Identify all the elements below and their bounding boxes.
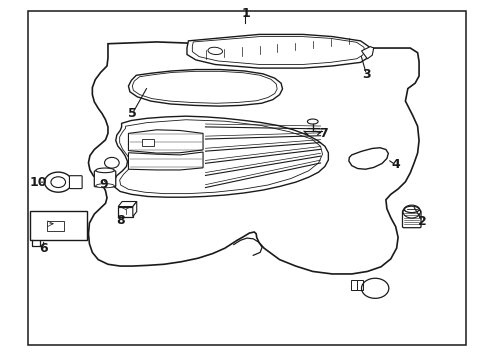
Text: 5: 5 <box>128 107 137 120</box>
Polygon shape <box>133 202 137 217</box>
Polygon shape <box>128 69 282 106</box>
Polygon shape <box>114 116 328 197</box>
Text: 4: 4 <box>390 158 399 171</box>
Ellipse shape <box>404 206 418 213</box>
Polygon shape <box>348 148 387 169</box>
Ellipse shape <box>207 47 222 55</box>
FancyBboxPatch shape <box>402 211 420 228</box>
Text: 7: 7 <box>319 127 327 140</box>
Bar <box>356 280 363 291</box>
FancyBboxPatch shape <box>69 176 82 189</box>
Bar <box>142 139 154 146</box>
Polygon shape <box>120 120 322 194</box>
Ellipse shape <box>96 168 114 173</box>
Bar <box>30 211 87 239</box>
Text: 1: 1 <box>241 7 249 20</box>
Polygon shape <box>192 37 364 64</box>
Polygon shape <box>128 130 203 153</box>
Polygon shape <box>88 42 418 274</box>
Bar <box>118 207 133 217</box>
Polygon shape <box>118 202 137 207</box>
FancyBboxPatch shape <box>94 171 116 187</box>
Bar <box>47 221 64 231</box>
Text: 8: 8 <box>116 214 125 227</box>
Text: 3: 3 <box>361 68 370 81</box>
Text: 2: 2 <box>417 215 426 228</box>
Text: 9: 9 <box>100 178 108 191</box>
Text: 6: 6 <box>39 242 48 255</box>
Polygon shape <box>128 152 203 170</box>
Bar <box>350 280 357 291</box>
Polygon shape <box>361 46 373 59</box>
Polygon shape <box>186 35 369 68</box>
Polygon shape <box>132 71 277 103</box>
Text: 10: 10 <box>30 176 47 189</box>
Ellipse shape <box>307 119 318 124</box>
Ellipse shape <box>96 184 114 188</box>
